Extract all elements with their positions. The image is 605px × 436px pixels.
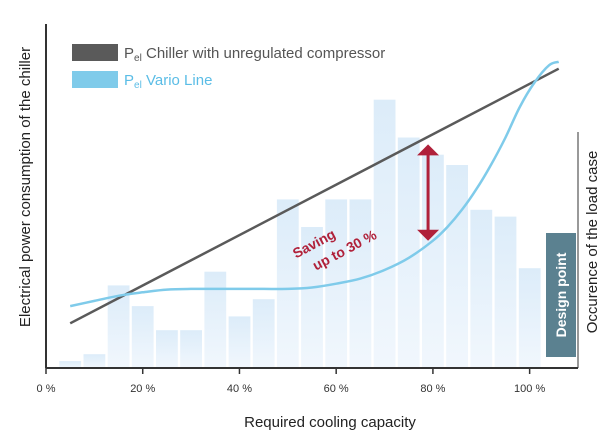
occurrence-bar (131, 306, 154, 368)
occurrence-bar (204, 271, 227, 368)
x-tick-label: 0 % (37, 383, 56, 395)
saving-arrow-head-bottom (417, 229, 440, 241)
occurrence-bar (470, 209, 493, 368)
series-line-unregulated (69, 67, 560, 325)
legend-label-vario-line-rest: Vario Line (142, 72, 213, 89)
design-point-box (546, 233, 576, 357)
occurrence-bar (107, 285, 130, 368)
legend-swatch-unregulated (72, 44, 118, 61)
legend-label-unregulated-main: P (124, 45, 134, 62)
occurrence-bar (301, 227, 323, 368)
legend: Pel Chiller with unregulated compressor … (72, 44, 385, 91)
x-tick-label: 60 % (324, 383, 349, 395)
x-tick-label: 40 % (227, 383, 252, 395)
saving-arrow-head-top (417, 144, 440, 156)
legend-label-vario-line-main: P (124, 72, 134, 89)
legend-label-vario-line-sub: el (134, 80, 142, 91)
legend-label-unregulated: Pel Chiller with unregulated compressor (124, 45, 385, 64)
occurrence-bar (228, 316, 251, 368)
legend-label-vario-line: Pel Vario Line (124, 72, 212, 91)
occurrence-bar (156, 330, 178, 368)
occurrence-bar (349, 199, 372, 368)
legend-label-unregulated-sub: el (134, 53, 142, 64)
series-lines (69, 60, 560, 325)
series-line-vario (69, 60, 560, 308)
occurrence-bar (422, 154, 444, 368)
occurrence-bar (252, 299, 275, 368)
occurrence-bar (180, 330, 202, 368)
y2-axis-label: Occurence of the load case (584, 151, 601, 334)
x-tick-label: 80 % (420, 383, 445, 395)
design-point-marker: Design point (546, 233, 576, 357)
annotations (417, 144, 440, 241)
axes: 0 % 20 % 40 % 60 % 80 % 100 % (37, 24, 579, 395)
x-tick-label: 20 % (130, 383, 155, 395)
occurrence-bar (59, 361, 82, 368)
occurrence-bar (373, 99, 396, 368)
x-tick-label: 100 % (514, 383, 545, 395)
legend-swatch-vario-line (72, 71, 118, 88)
occurrence-bar (518, 268, 541, 368)
occurrence-bar (276, 199, 299, 368)
occurrence-bars (59, 99, 541, 368)
occurrence-bar (397, 137, 420, 368)
y-axis-label: Electrical power consumption of the chil… (17, 47, 34, 327)
occurrence-bar (446, 165, 468, 368)
occurrence-bar (494, 216, 517, 368)
design-point-label: Design point (553, 252, 569, 337)
occurrence-bar (83, 354, 106, 368)
legend-label-unregulated-rest: Chiller with unregulated compressor (142, 45, 385, 62)
x-axis-label: Required cooling capacity (244, 414, 416, 431)
